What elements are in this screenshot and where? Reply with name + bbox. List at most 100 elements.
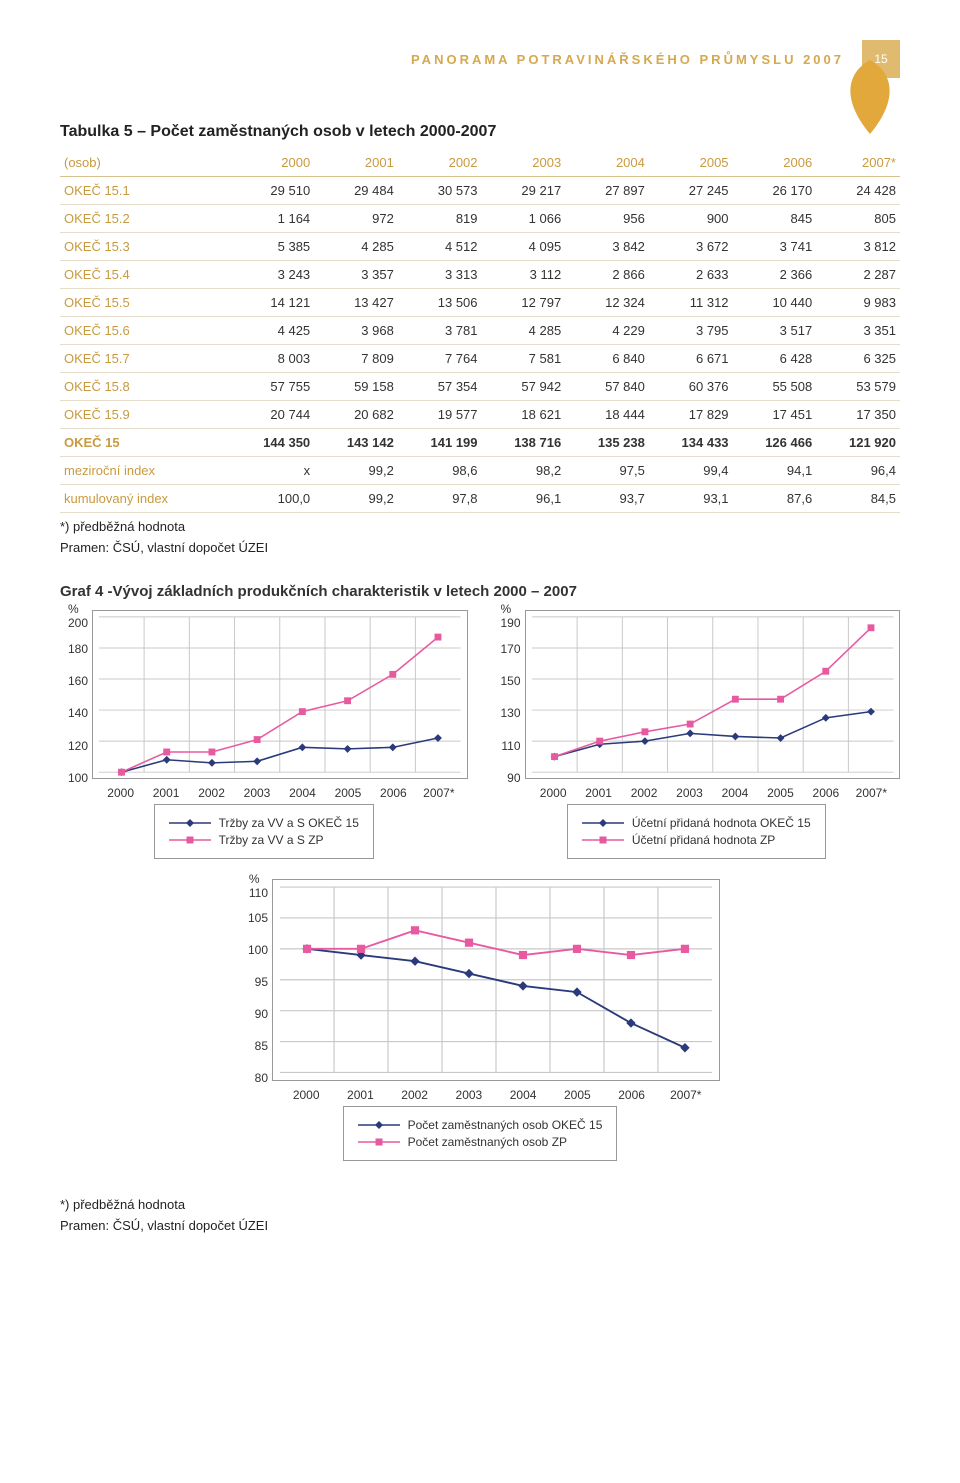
cell: 96,4 xyxy=(816,457,900,485)
cell: 1 164 xyxy=(231,205,315,233)
col-header-year: 2000 xyxy=(231,149,315,177)
y-tick-label: % 110 xyxy=(249,872,272,900)
y-tick-label: 80 xyxy=(255,1071,272,1085)
x-tick-label: 2005 xyxy=(335,784,362,800)
cell: 143 142 xyxy=(314,429,398,457)
col-header-year: 2003 xyxy=(482,149,566,177)
cell: 57 840 xyxy=(565,373,649,401)
cell: 29 217 xyxy=(482,177,566,205)
x-tick-label: 2007* xyxy=(670,1086,701,1102)
cell: 4 512 xyxy=(398,233,482,261)
cell: 100,0 xyxy=(231,485,315,513)
cell: 5 385 xyxy=(231,233,315,261)
chart-svg xyxy=(92,610,468,779)
cell: 97,5 xyxy=(565,457,649,485)
cell: 11 312 xyxy=(649,289,733,317)
legend-item: Účetní přidaná hodnota ZP xyxy=(582,833,811,847)
cell: 98,2 xyxy=(482,457,566,485)
table-title: Tabulka 5 – Počet zaměstnaných osob v le… xyxy=(60,123,900,141)
cell: 17 451 xyxy=(733,401,817,429)
row-label: OKEČ 15.7 xyxy=(60,345,231,373)
cell: 17 829 xyxy=(649,401,733,429)
x-tick-label: 2007* xyxy=(856,784,887,800)
row-label: OKEČ 15.3 xyxy=(60,233,231,261)
legend-item: Počet zaměstnaných osob OKEČ 15 xyxy=(358,1118,603,1132)
y-tick-label: 140 xyxy=(68,706,92,720)
cell: 2 287 xyxy=(816,261,900,289)
cell: 94,1 xyxy=(733,457,817,485)
cell: 20 744 xyxy=(231,401,315,429)
x-tick-label: 2004 xyxy=(510,1086,537,1102)
row-label: kumulovaný index xyxy=(60,485,231,513)
cell: 7 809 xyxy=(314,345,398,373)
cell: 3 243 xyxy=(231,261,315,289)
x-tick-label: 2000 xyxy=(107,784,134,800)
x-tick-label: 2006 xyxy=(813,784,840,800)
col-header-year: 2005 xyxy=(649,149,733,177)
cell: 29 510 xyxy=(231,177,315,205)
cell: 144 350 xyxy=(231,429,315,457)
y-tick-label: 180 xyxy=(68,642,92,656)
cell: 13 427 xyxy=(314,289,398,317)
cell: 6 840 xyxy=(565,345,649,373)
y-tick-label: 100 xyxy=(68,771,92,785)
legend-label: Účetní přidaná hodnota OKEČ 15 xyxy=(632,816,811,830)
footnote-preliminary: *) předběžná hodnota xyxy=(60,519,900,534)
cell: 134 433 xyxy=(649,429,733,457)
chart-3-legend: Počet zaměstnaných osob OKEČ 15Počet zam… xyxy=(343,1106,618,1161)
y-tick-label: % 200 xyxy=(68,602,92,630)
col-header-year: 2004 xyxy=(565,149,649,177)
x-tick-label: 2000 xyxy=(540,784,567,800)
cell: 26 170 xyxy=(733,177,817,205)
row-label: meziroční index xyxy=(60,457,231,485)
cell: 53 579 xyxy=(816,373,900,401)
cell: 3 781 xyxy=(398,317,482,345)
x-tick-label: 2004 xyxy=(722,784,749,800)
footnote-source: Pramen: ČSÚ, vlastní dopočet ÚZEI xyxy=(60,540,900,555)
cell: 3 842 xyxy=(565,233,649,261)
table-row: OKEČ 15.514 12113 42713 50612 79712 3241… xyxy=(60,289,900,317)
cell: 956 xyxy=(565,205,649,233)
cell: 3 672 xyxy=(649,233,733,261)
table-row: OKEČ 15.43 2433 3573 3133 1122 8662 6332… xyxy=(60,261,900,289)
cell: 3 812 xyxy=(816,233,900,261)
legend-item: Účetní přidaná hodnota OKEČ 15 xyxy=(582,816,811,830)
leaf-decoration xyxy=(840,60,900,135)
cell: 805 xyxy=(816,205,900,233)
chart-svg xyxy=(272,879,720,1081)
cell: 6 325 xyxy=(816,345,900,373)
row-label: OKEČ 15.8 xyxy=(60,373,231,401)
y-tick-label: 90 xyxy=(507,771,524,785)
cell: 3 112 xyxy=(482,261,566,289)
row-label: OKEČ 15 xyxy=(60,429,231,457)
y-tick-label: 105 xyxy=(248,911,272,925)
cell: 4 285 xyxy=(482,317,566,345)
cell: 9 983 xyxy=(816,289,900,317)
cell: 3 517 xyxy=(733,317,817,345)
col-header-year: 2007* xyxy=(816,149,900,177)
row-label: OKEČ 15.4 xyxy=(60,261,231,289)
x-tick-label: 2002 xyxy=(401,1086,428,1102)
cell: 138 716 xyxy=(482,429,566,457)
cell: 98,6 xyxy=(398,457,482,485)
chart-3: 80859095100105% 110200020012002200320042… xyxy=(240,879,720,1161)
cell: 57 942 xyxy=(482,373,566,401)
cell: 99,2 xyxy=(314,457,398,485)
legend-label: Účetní přidaná hodnota ZP xyxy=(632,833,775,847)
table-row: OKEČ 15.21 1649728191 066956900845805 xyxy=(60,205,900,233)
y-tick-label: 130 xyxy=(500,706,524,720)
cell: 18 444 xyxy=(565,401,649,429)
cell: 87,6 xyxy=(733,485,817,513)
y-tick-label: 160 xyxy=(68,674,92,688)
cell: 12 797 xyxy=(482,289,566,317)
employment-table: (osob)20002001200220032004200520062007* … xyxy=(60,149,900,513)
x-tick-label: 2001 xyxy=(347,1086,374,1102)
x-tick-label: 2003 xyxy=(244,784,271,800)
y-tick-label: 150 xyxy=(500,674,524,688)
table-row: OKEČ 15.78 0037 8097 7647 5816 8406 6716… xyxy=(60,345,900,373)
x-tick-label: 2005 xyxy=(564,1086,591,1102)
col-header-year: 2006 xyxy=(733,149,817,177)
cell: 2 866 xyxy=(565,261,649,289)
cell: 4 285 xyxy=(314,233,398,261)
cell: 60 376 xyxy=(649,373,733,401)
